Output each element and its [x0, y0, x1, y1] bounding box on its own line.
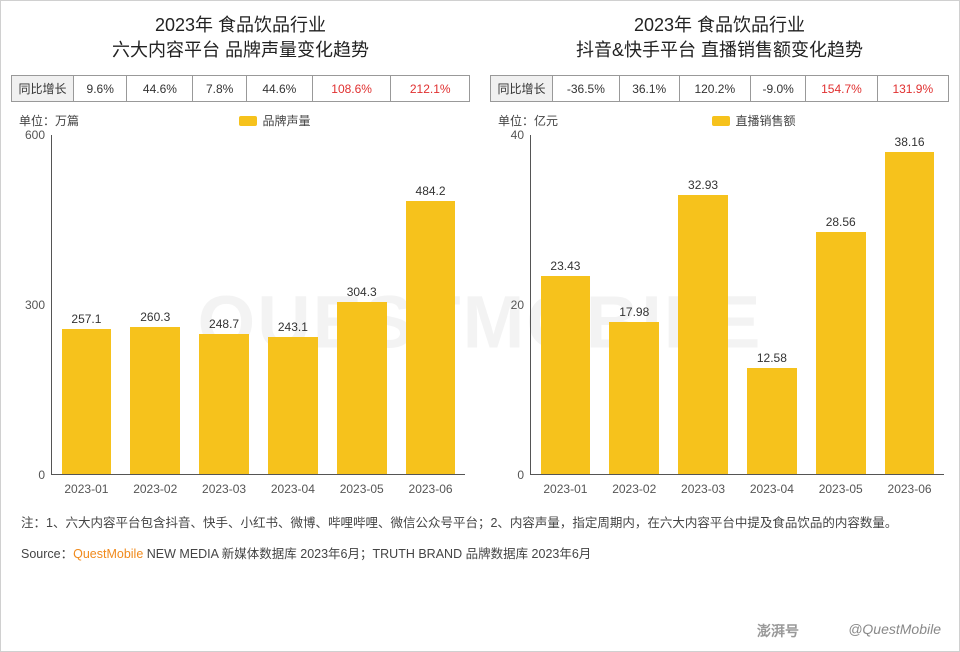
source-line: Source：QuestMobile NEW MEDIA 新媒体数据库 2023…	[1, 533, 959, 562]
bar	[541, 276, 591, 475]
growth-cell: 7.8%	[193, 76, 246, 102]
bar	[337, 302, 387, 474]
footnote: 注：1、六大内容平台包含抖音、快手、小红书、微博、哔哩哔哩、微信公众号平台；2、…	[1, 505, 959, 533]
bar-slot: 38.162023-06	[875, 135, 944, 474]
bar-value-label: 12.58	[757, 351, 787, 365]
bar-slot: 17.982023-02	[600, 135, 669, 474]
right-growth-table: 同比增长-36.5%36.1%120.2%-9.0%154.7%131.9%	[490, 75, 949, 102]
bar-value-label: 243.1	[278, 320, 308, 334]
growth-cell: -36.5%	[553, 76, 620, 102]
growth-cell: 154.7%	[806, 76, 877, 102]
y-tick: 40	[490, 128, 524, 142]
x-tick-label: 2023-02	[612, 482, 656, 496]
x-tick-label: 2023-03	[202, 482, 246, 496]
source-prefix: Source：	[21, 547, 73, 561]
growth-cell: -9.0%	[750, 76, 805, 102]
left-chart: 257.12023-01260.32023-02248.72023-03243.…	[11, 135, 470, 505]
bar	[678, 195, 728, 474]
x-tick-label: 2023-02	[133, 482, 177, 496]
x-tick-label: 2023-06	[888, 482, 932, 496]
x-tick-label: 2023-06	[409, 482, 453, 496]
bar-value-label: 28.56	[826, 215, 856, 229]
bar	[406, 201, 456, 475]
growth-cell: 120.2%	[679, 76, 750, 102]
bar-slot: 32.932023-03	[669, 135, 738, 474]
watermark-badge: 澎湃号	[757, 621, 799, 641]
x-tick-label: 2023-05	[819, 482, 863, 496]
bar-slot: 12.582023-04	[737, 135, 806, 474]
bar	[609, 322, 659, 474]
growth-cell: 44.6%	[246, 76, 312, 102]
source-rest: NEW MEDIA 新媒体数据库 2023年6月；TRUTH BRAND 品牌数…	[143, 547, 591, 561]
right-unit: 单位：亿元	[498, 112, 558, 129]
bar	[62, 329, 112, 474]
bar-slot: 257.12023-01	[52, 135, 121, 474]
bar	[199, 334, 249, 475]
left-panel: 2023年 食品饮品行业 六大内容平台 品牌声量变化趋势 同比增长9.6%44.…	[1, 1, 480, 505]
bar-value-label: 304.3	[347, 285, 377, 299]
watermark-corner: @QuestMobile	[848, 621, 941, 637]
y-tick: 20	[490, 298, 524, 312]
bar-value-label: 38.16	[895, 135, 925, 149]
bar	[816, 232, 866, 474]
source-questmobile: QuestMobile	[73, 547, 143, 561]
right-unit-legend: 单位：亿元 直播销售额	[490, 112, 949, 129]
x-tick-label: 2023-03	[681, 482, 725, 496]
x-tick-label: 2023-04	[750, 482, 794, 496]
bar	[885, 152, 935, 474]
y-tick: 300	[11, 298, 45, 312]
bar-value-label: 23.43	[550, 259, 580, 273]
right-legend: 直播销售额	[558, 112, 949, 129]
left-plot: 257.12023-01260.32023-02248.72023-03243.…	[51, 135, 465, 475]
bar-slot: 304.32023-05	[327, 135, 396, 474]
x-tick-label: 2023-01	[543, 482, 587, 496]
bar	[130, 327, 180, 474]
growth-cell: 36.1%	[619, 76, 679, 102]
growth-header: 同比增长	[491, 76, 553, 102]
bar-value-label: 248.7	[209, 317, 239, 331]
right-plot: 23.432023-0117.982023-0232.932023-0312.5…	[530, 135, 944, 475]
left-bars: 257.12023-01260.32023-02248.72023-03243.…	[52, 135, 465, 474]
left-growth-table: 同比增长9.6%44.6%7.8%44.6%108.6%212.1%	[11, 75, 470, 102]
x-tick-label: 2023-01	[64, 482, 108, 496]
growth-cell: 9.6%	[74, 76, 127, 102]
y-tick: 0	[490, 468, 524, 482]
bar-slot: 260.32023-02	[121, 135, 190, 474]
right-legend-label: 直播销售额	[736, 112, 796, 129]
bar-slot: 484.22023-06	[396, 135, 465, 474]
bar-value-label: 257.1	[71, 312, 101, 326]
growth-cell: 44.6%	[127, 76, 193, 102]
growth-header: 同比增长	[12, 76, 74, 102]
growth-cell: 131.9%	[877, 76, 948, 102]
bar-value-label: 17.98	[619, 305, 649, 319]
bar-slot: 243.12023-04	[258, 135, 327, 474]
right-bars: 23.432023-0117.982023-0232.932023-0312.5…	[531, 135, 944, 474]
bar	[747, 368, 797, 475]
right-panel: 2023年 食品饮品行业 抖音&快手平台 直播销售额变化趋势 同比增长-36.5…	[480, 1, 959, 505]
bar-slot: 28.562023-05	[806, 135, 875, 474]
bar-slot: 248.72023-03	[190, 135, 259, 474]
left-unit-legend: 单位：万篇 品牌声量	[11, 112, 470, 129]
right-title: 2023年 食品饮品行业 抖音&快手平台 直播销售额变化趋势	[490, 13, 949, 63]
y-tick: 0	[11, 468, 45, 482]
x-tick-label: 2023-05	[340, 482, 384, 496]
bar-value-label: 260.3	[140, 310, 170, 324]
bar-value-label: 484.2	[416, 184, 446, 198]
left-title: 2023年 食品饮品行业 六大内容平台 品牌声量变化趋势	[11, 13, 470, 63]
right-chart: 23.432023-0117.982023-0232.932023-0312.5…	[490, 135, 949, 505]
x-tick-label: 2023-04	[271, 482, 315, 496]
left-legend-label: 品牌声量	[263, 112, 311, 129]
y-tick: 600	[11, 128, 45, 142]
growth-cell: 212.1%	[391, 76, 470, 102]
bar-value-label: 32.93	[688, 178, 718, 192]
chart-panels: 2023年 食品饮品行业 六大内容平台 品牌声量变化趋势 同比增长9.6%44.…	[1, 1, 959, 505]
left-legend: 品牌声量	[79, 112, 470, 129]
bar-slot: 23.432023-01	[531, 135, 600, 474]
legend-swatch	[239, 116, 257, 126]
legend-swatch	[712, 116, 730, 126]
left-unit: 单位：万篇	[19, 112, 79, 129]
bar	[268, 337, 318, 474]
growth-cell: 108.6%	[312, 76, 391, 102]
